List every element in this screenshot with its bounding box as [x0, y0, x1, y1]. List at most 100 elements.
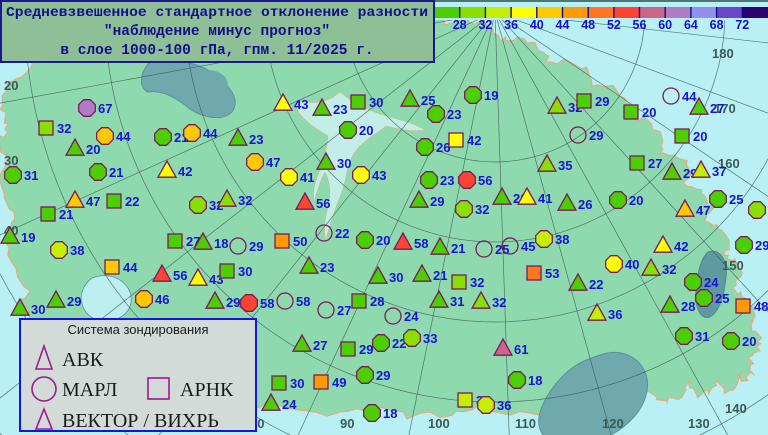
- svg-text:19: 19: [21, 230, 35, 245]
- svg-text:30: 30: [389, 270, 403, 285]
- svg-text:23: 23: [320, 260, 334, 275]
- svg-text:29: 29: [595, 94, 609, 109]
- svg-text:110: 110: [515, 416, 536, 431]
- svg-text:21: 21: [433, 268, 447, 283]
- svg-text:26: 26: [578, 197, 592, 212]
- svg-text:21: 21: [59, 207, 73, 222]
- svg-text:29: 29: [359, 342, 373, 357]
- svg-text:30: 30: [290, 376, 304, 391]
- svg-text:56: 56: [173, 268, 187, 283]
- svg-text:58: 58: [296, 294, 310, 309]
- svg-text:19: 19: [484, 88, 498, 103]
- svg-text:32: 32: [238, 193, 252, 208]
- svg-text:37: 37: [712, 164, 726, 179]
- svg-text:в слое 1000-100 гПа, гпм. 11/2: в слое 1000-100 гПа, гпм. 11/2025 г.: [60, 43, 373, 59]
- svg-text:29: 29: [249, 239, 263, 254]
- svg-text:АРНК: АРНК: [180, 379, 234, 401]
- svg-text:23: 23: [447, 107, 461, 122]
- svg-text:68: 68: [710, 18, 724, 32]
- svg-text:21: 21: [451, 241, 465, 256]
- svg-text:20: 20: [376, 233, 390, 248]
- svg-text:АВК: АВК: [62, 349, 104, 371]
- svg-text:32: 32: [470, 275, 484, 290]
- svg-text:49: 49: [332, 375, 346, 390]
- svg-text:44: 44: [116, 129, 131, 144]
- svg-text:47: 47: [696, 203, 710, 218]
- svg-text:150: 150: [722, 258, 744, 273]
- svg-text:140: 140: [725, 401, 747, 416]
- svg-text:120: 120: [602, 416, 624, 431]
- svg-text:45: 45: [521, 239, 535, 254]
- svg-text:22: 22: [589, 277, 603, 292]
- svg-text:27: 27: [313, 338, 327, 353]
- svg-text:180: 180: [712, 46, 734, 61]
- svg-text:40: 40: [625, 257, 639, 272]
- svg-text:30: 30: [4, 153, 18, 168]
- svg-text:38: 38: [555, 232, 569, 247]
- svg-text:32: 32: [662, 262, 676, 277]
- svg-text:41: 41: [538, 191, 552, 206]
- svg-text:67: 67: [98, 101, 112, 116]
- svg-text:35: 35: [558, 158, 572, 173]
- svg-text:61: 61: [514, 342, 528, 357]
- svg-text:27: 27: [648, 156, 662, 171]
- svg-text:53: 53: [545, 266, 559, 281]
- svg-text:30: 30: [238, 264, 252, 279]
- svg-text:33: 33: [423, 331, 437, 346]
- svg-text:47: 47: [86, 194, 100, 209]
- svg-text:42: 42: [674, 239, 688, 254]
- svg-text:44: 44: [556, 18, 570, 32]
- svg-text:20: 20: [359, 123, 373, 138]
- svg-text:25: 25: [715, 291, 729, 306]
- svg-text:23: 23: [333, 102, 347, 117]
- svg-text:44: 44: [203, 126, 218, 141]
- svg-text:64: 64: [684, 18, 698, 32]
- svg-text:ВЕКТОР / ВИХРЬ: ВЕКТОР / ВИХРЬ: [62, 410, 219, 432]
- svg-text:29: 29: [430, 194, 444, 209]
- svg-text:30: 30: [369, 95, 383, 110]
- svg-text:32: 32: [57, 121, 71, 136]
- svg-text:24: 24: [282, 397, 297, 412]
- svg-text:32: 32: [475, 202, 489, 217]
- svg-text:60: 60: [658, 18, 672, 32]
- svg-text:41: 41: [300, 170, 314, 185]
- svg-text:44: 44: [682, 89, 697, 104]
- svg-text:Средневзвешенное стандартное о: Средневзвешенное стандартное отклонение …: [6, 6, 428, 21]
- svg-text:32: 32: [492, 295, 506, 310]
- svg-text:20: 20: [4, 78, 18, 93]
- svg-text:42: 42: [467, 133, 481, 148]
- svg-text:38: 38: [70, 243, 84, 258]
- svg-text:27: 27: [710, 101, 724, 116]
- svg-text:30: 30: [31, 302, 45, 317]
- svg-text:28: 28: [681, 299, 695, 314]
- svg-text:18: 18: [383, 406, 397, 421]
- svg-text:24: 24: [404, 309, 419, 324]
- svg-text:130: 130: [688, 416, 710, 431]
- svg-text:36: 36: [608, 307, 622, 322]
- svg-text:25: 25: [729, 192, 743, 207]
- svg-text:31: 31: [695, 329, 709, 344]
- svg-text:30: 30: [337, 156, 351, 171]
- svg-text:56: 56: [316, 196, 330, 211]
- svg-text:20: 20: [742, 334, 756, 349]
- svg-text:28: 28: [453, 18, 467, 32]
- svg-text:Система зондирования: Система зондирования: [68, 322, 209, 337]
- svg-text:50: 50: [293, 234, 307, 249]
- svg-text:29: 29: [376, 368, 390, 383]
- svg-text:20: 20: [642, 105, 656, 120]
- svg-text:43: 43: [372, 168, 386, 183]
- svg-text:52: 52: [607, 18, 621, 32]
- svg-text:26: 26: [436, 140, 450, 155]
- svg-text:23: 23: [440, 173, 454, 188]
- svg-text:29: 29: [589, 128, 603, 143]
- svg-text:43: 43: [294, 97, 308, 112]
- svg-text:100: 100: [428, 416, 450, 431]
- svg-text:47: 47: [266, 155, 280, 170]
- svg-text:29: 29: [755, 238, 768, 253]
- svg-text:20: 20: [693, 129, 707, 144]
- svg-text:22: 22: [125, 194, 139, 209]
- svg-text:48: 48: [754, 299, 768, 314]
- svg-text:42: 42: [178, 164, 192, 179]
- svg-text:28: 28: [370, 294, 384, 309]
- svg-text:36: 36: [504, 18, 518, 32]
